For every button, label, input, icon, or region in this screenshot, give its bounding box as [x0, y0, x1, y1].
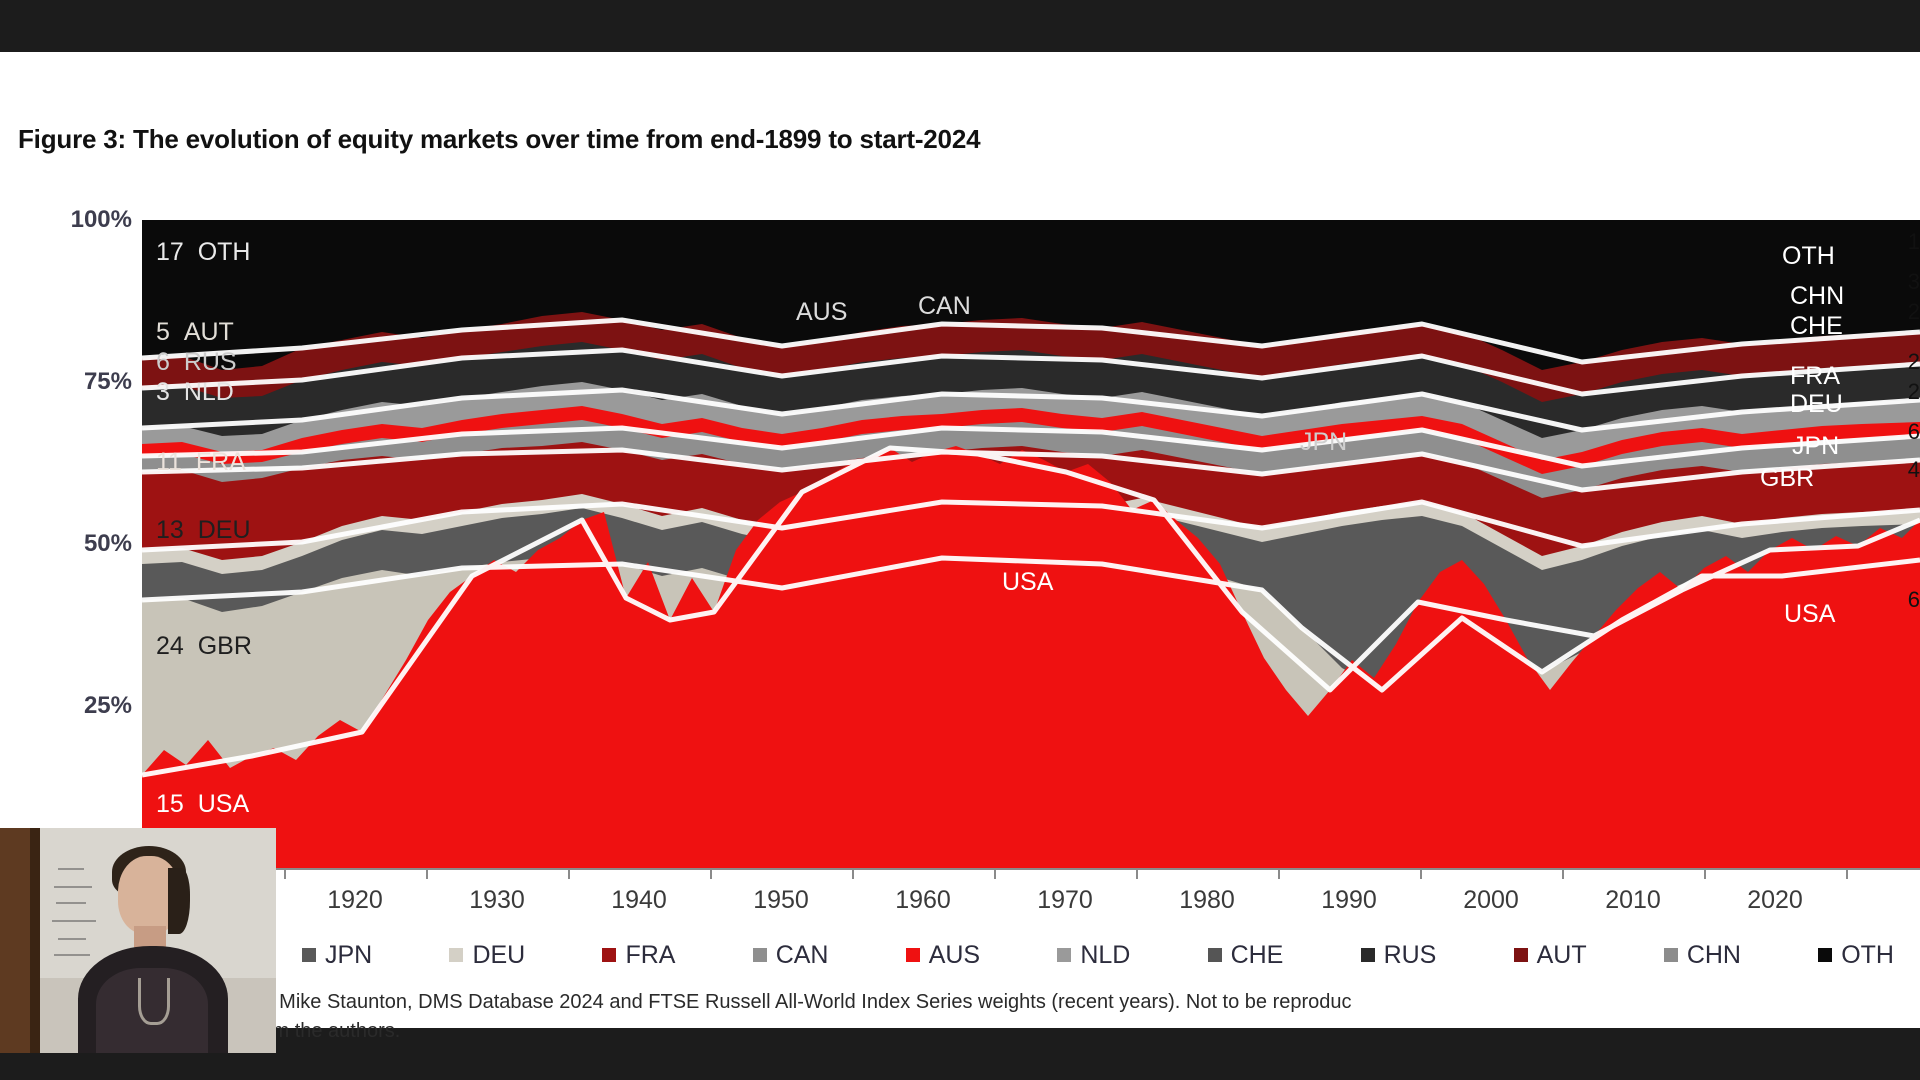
door-frame	[30, 828, 40, 1053]
legend-label: JPN	[325, 940, 373, 969]
legend-item-oth[interactable]: OTH	[1818, 941, 1894, 970]
end-value-USA: 6	[1907, 587, 1920, 612]
person-hair-back	[168, 868, 190, 934]
chart-legend: JPN DEU FRA CAN AUS NLD	[142, 932, 1920, 978]
x-tick-mark	[1136, 868, 1138, 879]
footnote-line-2: ermission from the authors.	[158, 1020, 401, 1042]
x-tick-mark	[1704, 868, 1706, 879]
end-value-OTH: 1	[1907, 229, 1920, 254]
legend-label: NLD	[1080, 940, 1131, 969]
x-tick-mark	[1846, 868, 1848, 879]
legend-item-deu[interactable]: DEU	[449, 941, 525, 970]
necklace	[138, 978, 170, 1025]
whiteboard-mark	[58, 938, 86, 940]
footnote-line-1: ul Marsh and Mike Staunton, DMS Database…	[158, 991, 1352, 1013]
legend-item-fra[interactable]: FRA	[602, 941, 675, 970]
band-separators	[142, 317, 1920, 778]
y-tick-50: 50%	[83, 530, 132, 557]
legend-label: DEU	[472, 940, 526, 969]
whiteboard-mark	[54, 886, 92, 888]
legend-swatch-icon	[905, 948, 920, 962]
legend-label: AUS	[928, 940, 981, 969]
legend-swatch-icon	[1663, 948, 1678, 962]
legend-label: RUS	[1383, 940, 1437, 969]
webcam-video-overlay[interactable]	[0, 828, 276, 1053]
whiteboard-mark	[52, 920, 96, 922]
x-tick-2000: 2000	[1463, 886, 1519, 914]
x-tick-1950: 1950	[753, 886, 809, 914]
legend-swatch-icon	[1057, 948, 1072, 962]
x-tick-mark	[994, 868, 996, 879]
legend-item-aut[interactable]: AUT	[1513, 940, 1587, 970]
end-value-JPN: 6	[1907, 419, 1920, 444]
legend-item-rus[interactable]: RUS	[1360, 940, 1437, 970]
whiteboard-mark	[58, 868, 84, 870]
x-tick-mark	[1562, 868, 1564, 879]
end-value-DEU: 2	[1907, 379, 1920, 404]
source-footnote: ul Marsh and Mike Staunton, DMS Database…	[158, 988, 1918, 1046]
legend-label: AUT	[1536, 940, 1587, 969]
x-tick-1980: 1980	[1179, 886, 1235, 914]
legend-swatch-icon	[602, 948, 617, 962]
slide-canvas: Figure 3: The evolution of equity market…	[0, 52, 1920, 1042]
end-value-CHE: 2	[1907, 299, 1920, 324]
legend-swatch-icon	[1207, 948, 1222, 962]
legend-swatch-icon	[1360, 948, 1375, 962]
x-tick-mark	[1420, 868, 1422, 879]
legend-item-can[interactable]: CAN	[752, 940, 829, 970]
legend-swatch-icon	[302, 948, 316, 962]
stacked-area-chart: 17 OTH 5 AUT 6 RUS 3 NLD 11 FRA 13 DEU 2…	[142, 220, 1920, 868]
x-axis-line	[142, 868, 1920, 870]
end-value-column: 1 3 2 2 2 6 4 6	[1898, 220, 1920, 868]
legend-label: CHE	[1230, 940, 1284, 969]
legend-label: FRA	[625, 940, 676, 969]
y-tick-100: 100%	[70, 206, 132, 233]
x-axis: 1920 1930 1940 1950 1960 1970 1980 1990 …	[142, 868, 1920, 928]
legend-swatch-icon	[1513, 948, 1528, 962]
legend-item-chn[interactable]: CHN	[1663, 940, 1741, 970]
x-tick-1930: 1930	[469, 886, 525, 914]
end-value-CHN: 3	[1907, 269, 1920, 294]
legend-item-aus[interactable]: AUS	[905, 940, 981, 970]
legend-item-che[interactable]: CHE	[1207, 940, 1284, 970]
x-tick-1940: 1940	[611, 886, 667, 914]
page-title: Figure 3: The evolution of equity market…	[18, 124, 981, 154]
legend-swatch-icon	[752, 948, 767, 962]
end-value-FRA: 2	[1907, 349, 1920, 374]
y-tick-25: 25%	[83, 692, 132, 719]
x-tick-2020: 2020	[1747, 886, 1803, 914]
x-tick-2010: 2010	[1605, 886, 1661, 914]
x-tick-mark	[852, 868, 854, 879]
legend-label: CHN	[1686, 940, 1741, 969]
x-tick-1920: 1920	[327, 886, 383, 914]
y-axis: 100% 75% 50% 25% 0%	[0, 206, 132, 881]
x-tick-mark	[568, 868, 570, 879]
x-tick-mark	[426, 868, 428, 879]
whiteboard-mark	[54, 954, 90, 956]
x-tick-mark	[1278, 868, 1280, 879]
legend-item-jpn[interactable]: JPN	[302, 941, 372, 970]
whiteboard-mark	[56, 902, 86, 904]
chart-svg	[142, 220, 1920, 868]
legend-swatch-icon	[1818, 948, 1833, 962]
legend-item-nld[interactable]: NLD	[1057, 941, 1130, 970]
end-value-GBR: 4	[1907, 457, 1920, 482]
x-tick-1960: 1960	[895, 886, 951, 914]
y-tick-75: 75%	[83, 368, 132, 395]
legend-swatch-icon	[449, 948, 464, 962]
door	[0, 828, 30, 1053]
x-tick-mark	[710, 868, 712, 879]
x-tick-mark	[284, 868, 286, 879]
series-band-USA	[142, 446, 1920, 868]
legend-label: OTH	[1841, 940, 1894, 969]
x-tick-1970: 1970	[1037, 886, 1093, 914]
x-tick-1990: 1990	[1321, 886, 1377, 914]
legend-label: CAN	[775, 940, 829, 969]
